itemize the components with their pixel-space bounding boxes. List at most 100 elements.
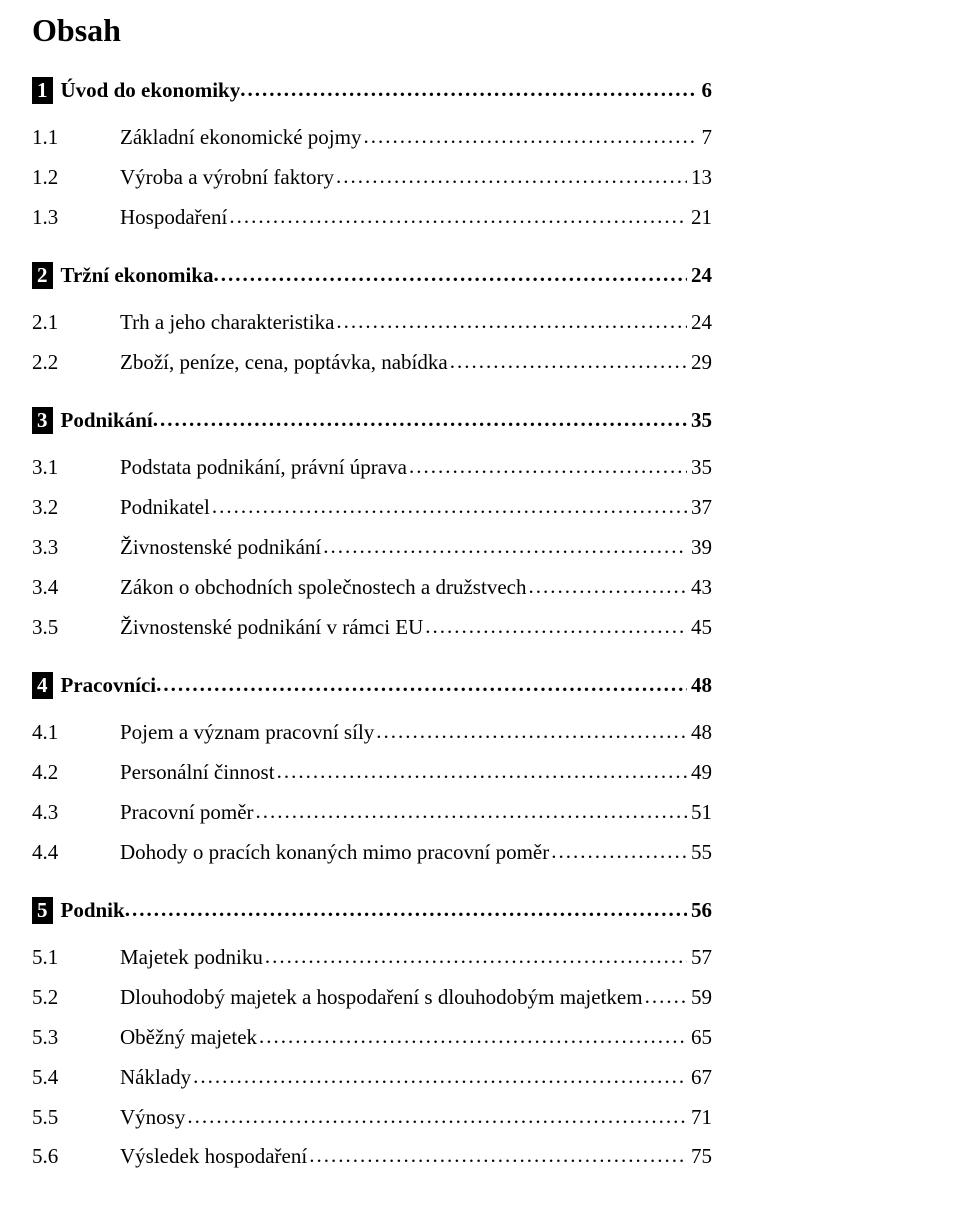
- leader-dots: [645, 977, 687, 1017]
- toc-row-number: 1.3: [32, 198, 120, 238]
- toc-row: 5.1Majetek podniku 57: [32, 938, 712, 978]
- toc-row-page-number: 39: [687, 528, 712, 568]
- toc-row-page-number: 13: [687, 158, 712, 198]
- toc-row-label: Majetek podniku: [120, 938, 265, 978]
- section-label: Úvod do ekonomiky: [61, 78, 241, 103]
- toc-row-page-number: 48: [687, 713, 712, 753]
- toc-row-label: Dohody o pracích konaných mimo pracovní …: [120, 833, 551, 873]
- toc-row-number: 3.2: [32, 488, 120, 528]
- toc-row-page-number: 49: [687, 753, 712, 793]
- toc-row: 1.3Hospodaření 21: [32, 198, 712, 238]
- toc-row-number: 3.3: [32, 528, 120, 568]
- toc-row-label: Podstata podnikání, právní úprava: [120, 448, 409, 488]
- toc-row-page-number: 55: [687, 833, 712, 873]
- toc-row-page-number: 65: [687, 1018, 712, 1058]
- toc-row-number: 3.1: [32, 448, 120, 488]
- toc-page: Obsah 1Úvod do ekonomiky61.1Základní eko…: [0, 0, 776, 1225]
- leader-dots: [240, 77, 697, 102]
- toc-row: 2.1Trh a jeho charakteristika24: [32, 303, 712, 343]
- toc-row-label: Personální činnost: [120, 753, 277, 793]
- toc-row: 5.2Dlouhodobý majetek a hospodaření s dl…: [32, 978, 712, 1018]
- toc-row: 1.1Základní ekonomické pojmy7: [32, 118, 712, 158]
- toc-row-page-number: 21: [687, 198, 712, 238]
- section-number-box: 4: [32, 672, 53, 699]
- toc-row: 5.4Náklady 67: [32, 1058, 712, 1098]
- section-page-number: 48: [687, 673, 712, 698]
- section-label: Tržní ekonomika: [61, 263, 214, 288]
- toc-row-label: Základní ekonomické pojmy: [120, 118, 363, 158]
- toc-row-number: 5.2: [32, 978, 120, 1018]
- leader-dots: [193, 1057, 687, 1097]
- leader-dots: [265, 937, 687, 977]
- toc-row-page-number: 67: [687, 1058, 712, 1098]
- toc-row-number: 5.1: [32, 938, 120, 978]
- toc-row: 4.1Pojem a význam pracovní síly48: [32, 713, 712, 753]
- section-number-box: 1: [32, 77, 53, 104]
- toc-row-label: Náklady: [120, 1058, 193, 1098]
- leader-dots: [376, 712, 687, 752]
- toc-row-label: Zákon o obchodních společnostech a družs…: [120, 568, 528, 608]
- toc-row-number: 4.2: [32, 753, 120, 793]
- section-header: 1Úvod do ekonomiky6: [32, 77, 712, 104]
- leader-dots: [214, 262, 687, 287]
- toc-row-number: 3.5: [32, 608, 120, 648]
- toc-row: 3.1Podstata podnikání, právní úprava35: [32, 448, 712, 488]
- leader-dots: [425, 607, 687, 647]
- toc-row: 3.2Podnikatel37: [32, 488, 712, 528]
- section-header: 3Podnikání35: [32, 407, 712, 434]
- toc-row-label: Výsledek hospodaření: [120, 1137, 309, 1177]
- toc-section: 4Pracovníci484.1Pojem a význam pracovní …: [120, 672, 712, 873]
- toc-row-number: 3.4: [32, 568, 120, 608]
- toc-row-number: 5.4: [32, 1058, 120, 1098]
- leader-dots: [259, 1017, 687, 1057]
- leader-dots: [323, 527, 687, 567]
- toc-row-page-number: 51: [687, 793, 712, 833]
- section-page-number: 24: [687, 263, 712, 288]
- leader-dots: [256, 792, 687, 832]
- toc-row-label: Výroba a výrobní faktory: [120, 158, 336, 198]
- leader-dots: [409, 447, 687, 487]
- toc-row: 2.2Zboží, peníze, cena, poptávka, nabídk…: [32, 343, 712, 383]
- toc-row-label: Zboží, peníze, cena, poptávka, nabídka: [120, 343, 450, 383]
- section-page-number: 56: [687, 898, 712, 923]
- section-number-box: 5: [32, 897, 53, 924]
- toc-section: 3Podnikání353.1Podstata podnikání, právn…: [120, 407, 712, 648]
- toc-row-number: 2.1: [32, 303, 120, 343]
- toc-row: 3.3Živnostenské podnikání 39: [32, 528, 712, 568]
- toc-row-number: 4.4: [32, 833, 120, 873]
- toc-row-label: Dlouhodobý majetek a hospodaření s dlouh…: [120, 978, 645, 1018]
- section-label: Podnik: [61, 898, 125, 923]
- toc-row-label: Živnostenské podnikání v rámci EU: [120, 608, 425, 648]
- leader-dots: [156, 672, 687, 697]
- leader-dots: [153, 407, 687, 432]
- toc-row: 3.4Zákon o obchodních společnostech a dr…: [32, 568, 712, 608]
- toc-row-number: 1.1: [32, 118, 120, 158]
- toc-row-page-number: 24: [687, 303, 712, 343]
- toc-section: 2Tržní ekonomika242.1Trh a jeho charakte…: [120, 262, 712, 383]
- section-number-box: 2: [32, 262, 53, 289]
- section-label: Pracovníci: [61, 673, 157, 698]
- toc-section: 1Úvod do ekonomiky61.1Základní ekonomick…: [120, 77, 712, 238]
- toc-row-page-number: 37: [687, 488, 712, 528]
- leader-dots: [229, 197, 687, 237]
- toc-row-label: Hospodaření: [120, 198, 229, 238]
- leader-dots: [125, 897, 687, 922]
- section-header: 5 Podnik 56: [32, 897, 712, 924]
- leader-dots: [309, 1136, 687, 1176]
- toc-row: 5.6Výsledek hospodaření75: [32, 1137, 712, 1177]
- section-header: 4 Pracovníci 48: [32, 672, 712, 699]
- toc-row-number: 2.2: [32, 343, 120, 383]
- toc-row-page-number: 57: [687, 938, 712, 978]
- toc-row: 1.2Výroba a výrobní faktory13: [32, 158, 712, 198]
- toc-row: 5.3Oběžný majetek65: [32, 1018, 712, 1058]
- toc-row-page-number: 29: [687, 343, 712, 383]
- leader-dots: [450, 342, 687, 382]
- toc-row-page-number: 75: [687, 1137, 712, 1177]
- toc-row-label: Výnosy: [120, 1098, 187, 1138]
- toc-row: 5.5Výnosy71: [32, 1098, 712, 1138]
- leader-dots: [551, 832, 687, 872]
- toc-row-page-number: 59: [687, 978, 712, 1018]
- toc-row-label: Živnostenské podnikání: [120, 528, 323, 568]
- toc-row: 4.2Personální činnost 49: [32, 753, 712, 793]
- section-label: Podnikání: [61, 408, 153, 433]
